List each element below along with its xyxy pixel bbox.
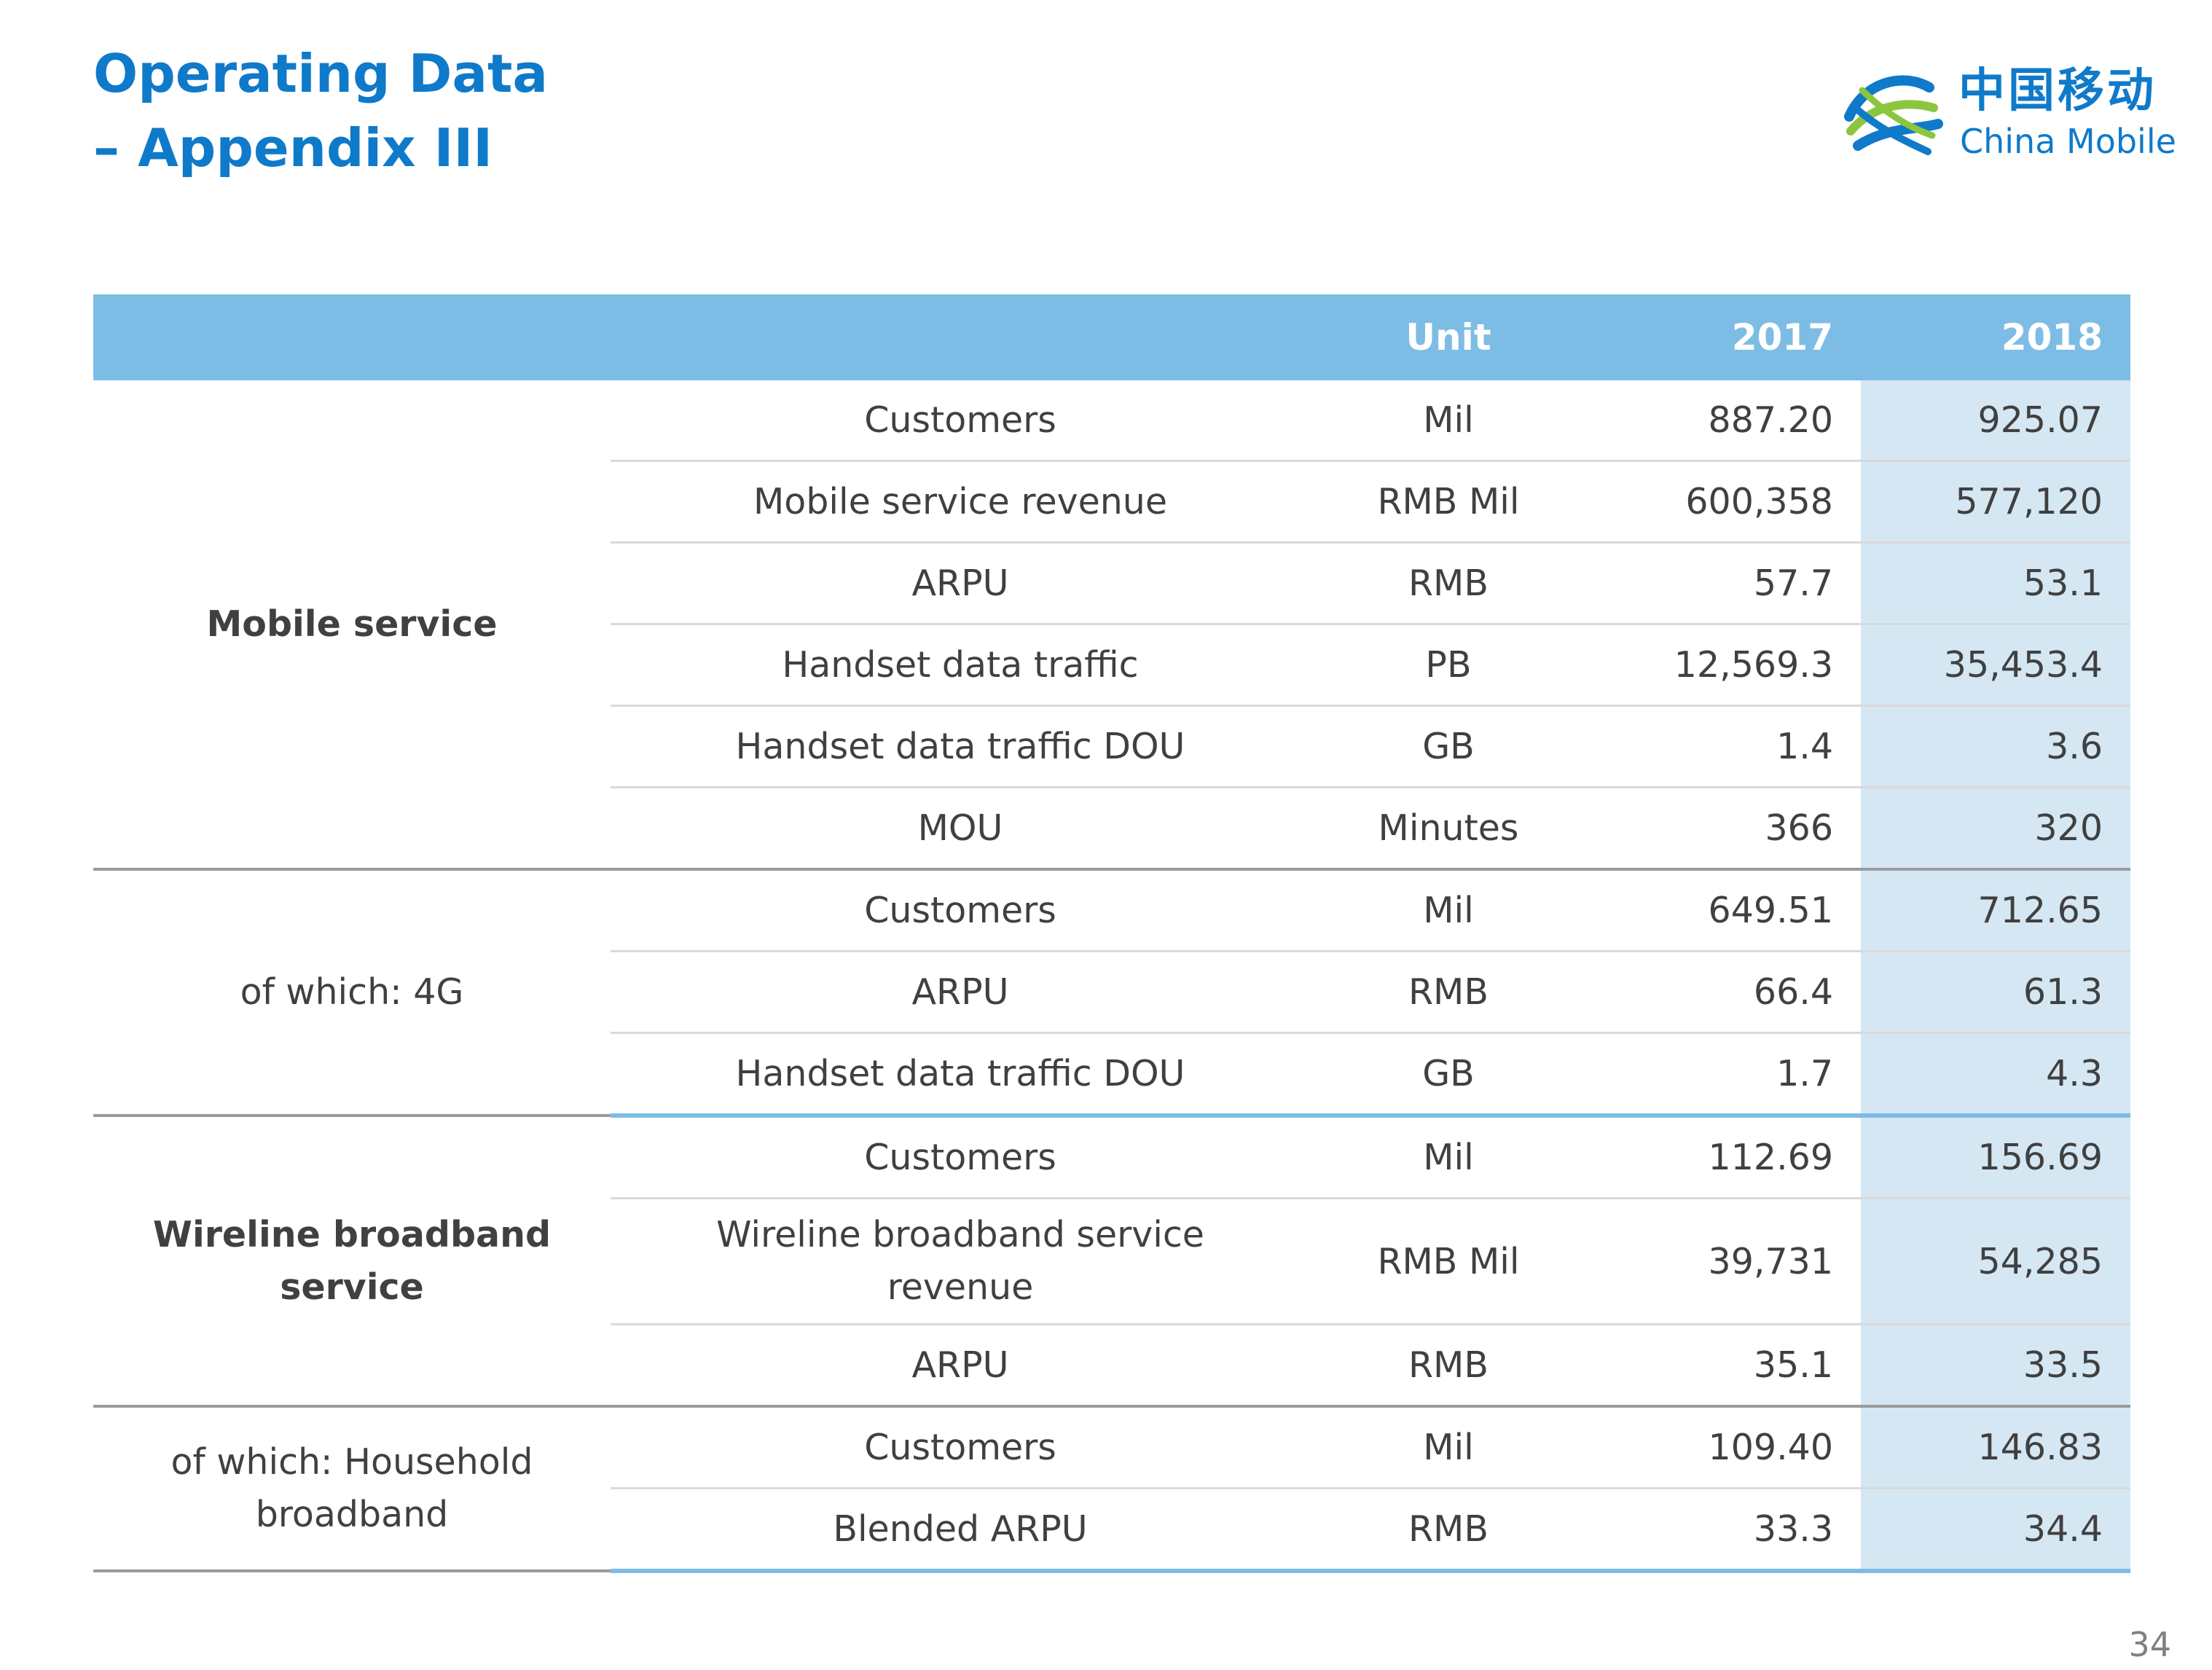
title-line-1: Operating Data <box>93 43 548 104</box>
table-row: ARPU RMB 66.4 61.3 <box>93 951 2130 1034</box>
row-unit: GB <box>1310 1032 1587 1118</box>
row-value-2018: 156.69 <box>1861 1116 2130 1199</box>
page-title: Operating Data – Appendix III <box>93 36 548 185</box>
page-number: 34 <box>2128 1625 2171 1664</box>
header-2018: 2018 <box>1861 294 2130 380</box>
table-row: ARPU RMB 35.1 33.5 <box>93 1324 2130 1408</box>
row-item: Mobile service revenue <box>611 460 1310 544</box>
row-item: Customers <box>611 1116 1310 1199</box>
row-value-2018: 61.3 <box>1861 951 2130 1034</box>
table-row: Blended ARPU RMB 33.3 34.4 <box>93 1488 2130 1573</box>
row-item: Handset data traffic DOU <box>611 705 1310 788</box>
row-item: ARPU <box>611 951 1310 1034</box>
row-value-2018: 34.4 <box>1861 1488 2130 1573</box>
table-row: Handset data traffic DOU GB 1.4 3.6 <box>93 705 2130 788</box>
header-item <box>611 294 1310 380</box>
table-row: Handset data traffic PB 12,569.3 35,453.… <box>93 624 2130 707</box>
row-value-2017: 112.69 <box>1587 1116 1861 1199</box>
row-item: Customers <box>611 869 1310 952</box>
table-row: Mobile service revenue RMB Mil 600,358 5… <box>93 460 2130 544</box>
table-row: Handset data traffic DOU GB 1.7 4.3 <box>93 1032 2130 1118</box>
row-value-2018: 577,120 <box>1861 460 2130 544</box>
row-value-2017: 109.40 <box>1587 1406 1861 1489</box>
row-unit: RMB <box>1310 1488 1587 1573</box>
row-item: ARPU <box>611 1324 1310 1408</box>
row-item: Handset data traffic <box>611 624 1310 707</box>
row-item: Customers <box>611 380 1310 462</box>
row-unit: RMB <box>1310 1324 1587 1408</box>
row-value-2018: 54,285 <box>1861 1198 2130 1325</box>
table-header-row: Unit 2017 2018 <box>93 294 2130 380</box>
group-label: of which: Household broadband <box>93 1406 611 1572</box>
title-line-2: – Appendix III <box>93 117 493 179</box>
row-item: ARPU <box>611 542 1310 625</box>
table-row: ARPU RMB 57.7 53.1 <box>93 542 2130 625</box>
row-unit: Minutes <box>1310 787 1587 871</box>
row-value-2017: 366 <box>1587 787 1861 871</box>
logo-english-name: China Mobile <box>1960 122 2176 161</box>
row-value-2018: 53.1 <box>1861 542 2130 625</box>
header-unit: Unit <box>1310 294 1587 380</box>
row-item: Wireline broadband service revenue <box>611 1198 1310 1325</box>
row-unit: Mil <box>1310 1406 1587 1489</box>
row-value-2017: 600,358 <box>1587 460 1861 544</box>
row-value-2018: 4.3 <box>1861 1032 2130 1118</box>
table-row: MOU Minutes 366 320 <box>93 787 2130 871</box>
table-row: Wireline broadband service revenue RMB M… <box>93 1198 2130 1325</box>
row-value-2018: 35,453.4 <box>1861 624 2130 707</box>
row-value-2018: 33.5 <box>1861 1324 2130 1408</box>
row-unit: Mil <box>1310 1116 1587 1199</box>
row-unit: Mil <box>1310 869 1587 952</box>
row-unit: PB <box>1310 624 1587 707</box>
row-item: Handset data traffic DOU <box>611 1032 1310 1118</box>
row-value-2017: 12,569.3 <box>1587 624 1861 707</box>
row-unit: Mil <box>1310 380 1587 462</box>
row-unit: RMB Mil <box>1310 1198 1587 1325</box>
row-value-2018: 146.83 <box>1861 1406 2130 1489</box>
row-value-2017: 35.1 <box>1587 1324 1861 1408</box>
table-row: of which: Household broadband Customers … <box>93 1406 2130 1572</box>
table-row: Wireline broadband service Customers Mil… <box>93 1116 2130 1408</box>
row-value-2017: 649.51 <box>1587 869 1861 952</box>
table-row: of which: 4G Customers Mil 649.51 712.65 <box>93 869 2130 1117</box>
group-label: Mobile service <box>93 380 611 871</box>
row-value-2017: 1.7 <box>1587 1032 1861 1118</box>
row-value-2018: 320 <box>1861 787 2130 871</box>
row-unit: RMB <box>1310 951 1587 1034</box>
row-value-2018: 712.65 <box>1861 869 2130 952</box>
row-item: Customers <box>611 1406 1310 1489</box>
row-unit: GB <box>1310 705 1587 788</box>
row-value-2017: 1.4 <box>1587 705 1861 788</box>
logo-chinese-name: 中国移动 <box>1958 64 2157 118</box>
header-group <box>93 294 611 380</box>
group-label: Wireline broadband service <box>93 1116 611 1408</box>
group-label: of which: 4G <box>93 869 611 1117</box>
china-mobile-logo-icon <box>1844 75 1943 155</box>
row-unit: RMB <box>1310 542 1587 625</box>
row-item: Blended ARPU <box>611 1488 1310 1573</box>
row-value-2017: 887.20 <box>1587 380 1861 462</box>
row-value-2017: 39,731 <box>1587 1198 1861 1325</box>
row-item: MOU <box>611 787 1310 871</box>
row-value-2018: 925.07 <box>1861 380 2130 462</box>
china-mobile-logo: 中国移动 China Mobile <box>1836 60 2176 169</box>
row-value-2017: 57.7 <box>1587 542 1861 625</box>
table-row: Mobile service Customers Mil 887.20 925.… <box>93 380 2130 871</box>
row-unit: RMB Mil <box>1310 460 1587 544</box>
header-2017: 2017 <box>1587 294 1861 380</box>
row-value-2018: 3.6 <box>1861 705 2130 788</box>
row-value-2017: 66.4 <box>1587 951 1861 1034</box>
operating-data-table: Unit 2017 2018 Mobile service Customers … <box>93 294 2130 1573</box>
row-value-2017: 33.3 <box>1587 1488 1861 1573</box>
